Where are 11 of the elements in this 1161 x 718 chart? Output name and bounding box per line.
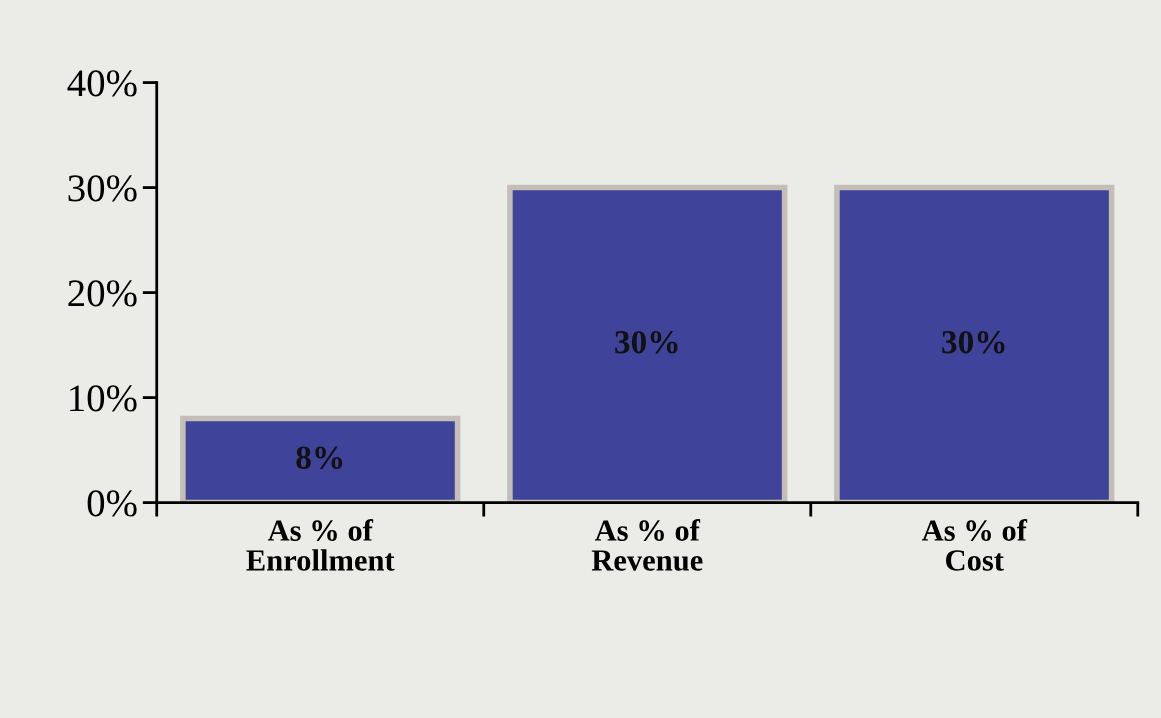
y-tick-label: 20% [68, 280, 137, 307]
y-tick-label: 30% [68, 175, 137, 202]
data-label: 30% [615, 330, 678, 354]
y-tick-label: 0% [87, 490, 137, 517]
y-tick-label: 10% [70, 385, 137, 412]
data-label: 8% [296, 446, 343, 470]
x-tick-label: As % of Revenue [591, 519, 703, 571]
y-tick-label: 40% [67, 70, 137, 97]
data-label: 30% [942, 330, 1005, 354]
x-tick-label: As % of Cost [921, 519, 1028, 571]
x-tick-label: As % of Enrollment [246, 519, 395, 571]
